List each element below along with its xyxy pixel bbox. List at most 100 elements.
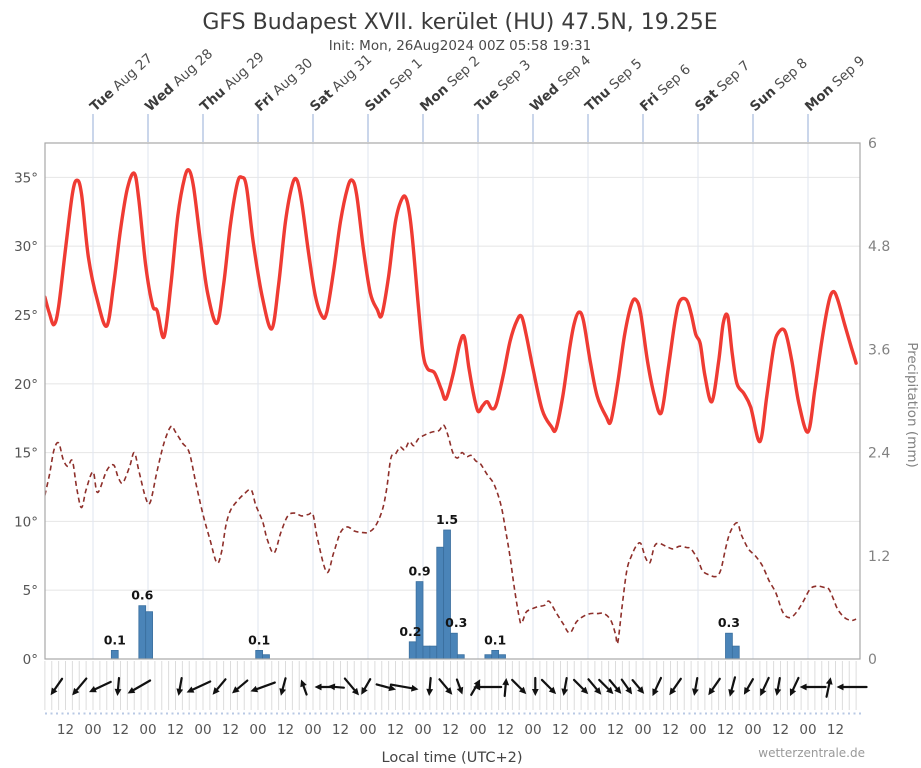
precip-bar (498, 654, 506, 660)
wind-arrow (176, 677, 184, 696)
time-tick-label: 12 (387, 722, 404, 738)
day-label: Sat Sep 7 (692, 58, 753, 115)
wind-arrow (389, 683, 419, 692)
precip-bar (725, 632, 733, 660)
wind-arrow (572, 678, 589, 695)
wind-arrow (473, 683, 503, 691)
bar-value-labels: 0.1 0.6 0.1 0.2 0.9 1.5 0.3 0.1 0.3 (104, 512, 740, 647)
wind-arrow (692, 677, 699, 696)
time-tick-label: 12 (772, 722, 789, 738)
wind-arrow (631, 679, 645, 694)
wind-arrow (212, 678, 227, 695)
time-tick-label: 12 (442, 722, 459, 738)
time-tick-label: 12 (112, 722, 129, 738)
wind-arrow (728, 676, 737, 697)
wind-arrow (531, 676, 539, 696)
precip-bar (408, 641, 417, 660)
precip-bar (443, 529, 451, 660)
minor-tick-strip (44, 661, 862, 715)
time-tick-label: 12 (57, 722, 74, 738)
day-label: Fri Sep 6 (637, 61, 694, 115)
time-tick-label: 12 (222, 722, 239, 738)
precip-bar (456, 654, 465, 660)
precip-tick-label: 1.2 (868, 549, 890, 565)
wind-arrow (114, 676, 122, 696)
precip-bars (110, 529, 740, 660)
precip-tick-label: 4.8 (868, 239, 890, 255)
precip-tick-label: 6 (868, 136, 877, 152)
wind-arrow (561, 677, 569, 696)
wind-arrow (540, 678, 557, 695)
init-subtitle: Init: Mon, 26Aug2024 00Z 05:58 19:31 (329, 38, 591, 54)
precip-bar (145, 611, 153, 660)
time-tick-label: 00 (249, 722, 266, 738)
temp-tick-label: 25° (14, 308, 38, 324)
wind-arrow (375, 683, 396, 692)
precip-bar (731, 645, 740, 660)
temp-tick-label: 35° (14, 170, 38, 186)
wind-arrow (708, 677, 721, 696)
time-axis: 12 00 12 00 12 00 12 00 12 00 12 00 12 00 12 00 12 00 12 00… (57, 722, 844, 738)
time-tick-label: 00 (84, 722, 101, 738)
time-tick-label: 12 (607, 722, 624, 738)
time-tick-label: 12 (277, 722, 294, 738)
watermark: wetterzentrale.de (758, 746, 865, 760)
time-tick-label: 00 (139, 722, 156, 738)
wind-arrows (50, 676, 868, 698)
wind-arrow (669, 677, 682, 696)
bar-value-label: 0.1 (484, 632, 506, 647)
temperature-line (45, 168, 858, 444)
temp-tick-label: 10° (14, 514, 38, 530)
precip-bar (422, 645, 431, 660)
temp-tick-label: 5° (23, 583, 38, 599)
time-tick-label: 00 (304, 722, 321, 738)
precip-tick-label: 2.4 (868, 446, 890, 462)
time-tick-label: 00 (579, 722, 596, 738)
precip-bar (262, 654, 270, 660)
time-tick-label: 00 (194, 722, 211, 738)
time-tick-label: 00 (744, 722, 761, 738)
wind-arrow (426, 676, 434, 696)
wind-arrow (620, 678, 633, 695)
wind-arrow (511, 678, 527, 695)
wind-arrow (587, 678, 602, 695)
wind-arrow (232, 679, 249, 694)
bar-value-label: 0.3 (718, 615, 740, 630)
wind-arrow (608, 679, 622, 694)
bar-value-label: 0.9 (408, 564, 430, 579)
temp-tick-label: 0° (23, 652, 38, 668)
bar-value-label: 0.2 (399, 624, 421, 639)
bar-value-label: 1.5 (436, 512, 458, 527)
time-tick-label: 12 (827, 722, 844, 738)
wind-arrow (455, 678, 464, 695)
wind-arrow (127, 679, 152, 694)
bar-value-label: 0.1 (104, 632, 126, 647)
precip-bar (484, 654, 493, 660)
precip-bar (450, 632, 458, 660)
time-tick-label: 12 (717, 722, 734, 738)
time-tick-label: 00 (414, 722, 431, 738)
bar-value-label: 0.1 (248, 632, 270, 647)
bar-value-label: 0.6 (131, 588, 153, 603)
wind-arrow (343, 677, 359, 696)
temp-tick-label: 15° (14, 446, 38, 462)
wind-arrow (825, 677, 833, 698)
grid-layer (45, 143, 860, 659)
precip-axis-right: 0 1.2 2.4 3.6 4.8 6 (868, 136, 890, 668)
x-axis-title: Local time (UTC+2) (382, 750, 523, 766)
plot-frame (44, 142, 861, 660)
time-tick-label: 00 (359, 722, 376, 738)
wind-arrow (760, 676, 770, 697)
temp-tick-label: 30° (14, 239, 38, 255)
day-label: Sun Sep 8 (747, 55, 811, 115)
wind-arrow (438, 678, 453, 695)
time-tick-label: 00 (799, 722, 816, 738)
wind-arrow (250, 681, 276, 693)
wind-arrow (799, 683, 827, 691)
wind-arrow (836, 683, 868, 691)
precip-bar (110, 650, 119, 660)
time-tick-label: 00 (524, 722, 541, 738)
